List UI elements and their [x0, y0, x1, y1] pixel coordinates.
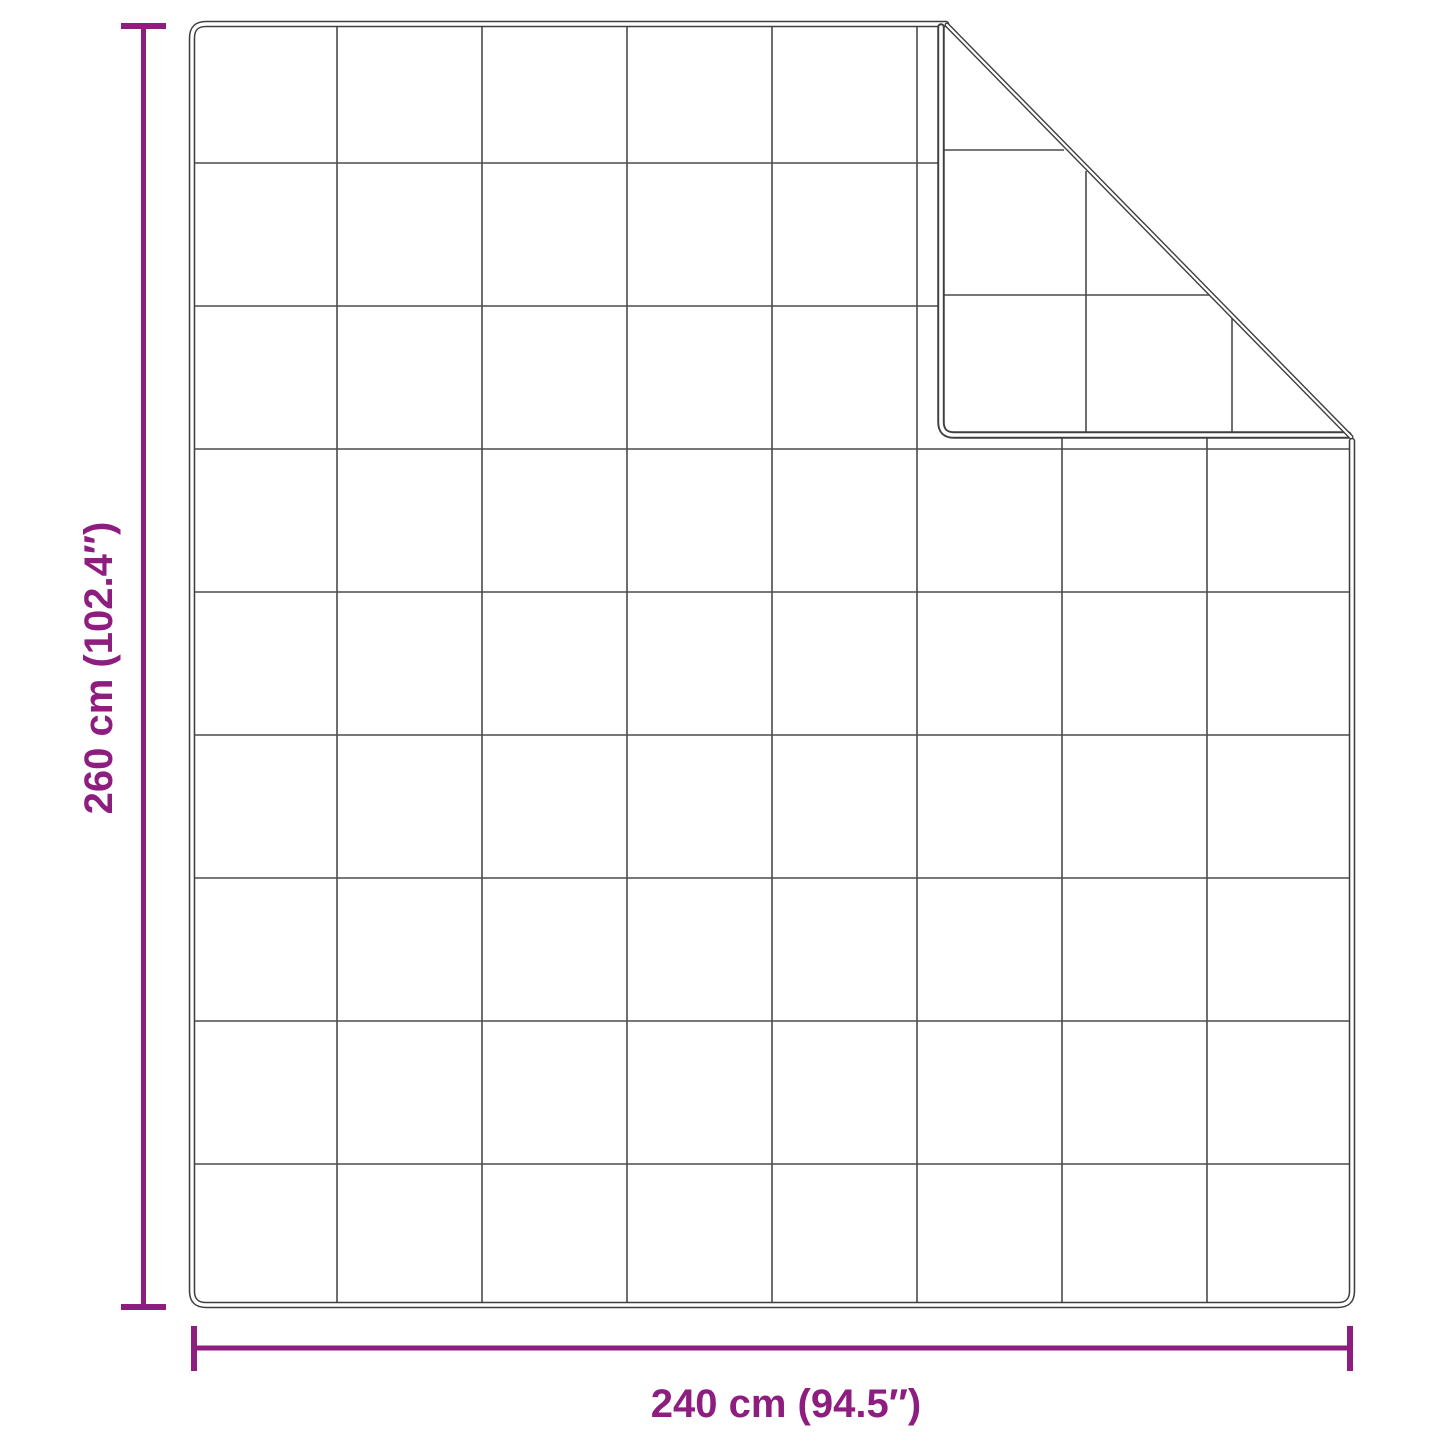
- width-dimension-label: 240 cm (94.5″): [651, 1382, 921, 1426]
- blanket-quilt-grid: [194, 25, 1350, 1303]
- blanket: [188, 20, 1356, 1309]
- height-dimension: 260 cm (102.4″): [77, 23, 166, 1310]
- fold-crease-stitch: [945, 23, 1353, 439]
- width-dimension: 240 cm (94.5″): [191, 1326, 1353, 1426]
- blanket-outline-stitch: [190, 22, 1354, 1307]
- fold-flap-quilt-grid: [943, 149, 1233, 432]
- fold-flap-hem-stitch: [939, 25, 1350, 437]
- height-dimension-label: 260 cm (102.4″): [77, 522, 121, 815]
